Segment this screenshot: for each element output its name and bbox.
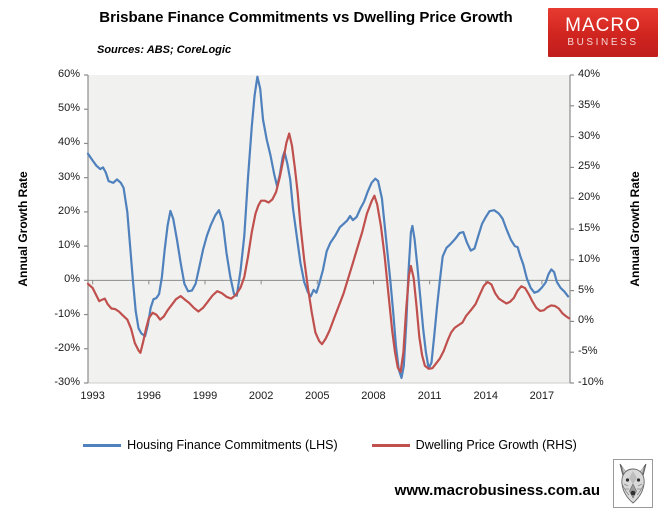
legend: Housing Finance Commitments (LHS) Dwelli… [0, 438, 660, 452]
left-tick-label: -30% [54, 376, 80, 388]
x-tick-label: 2011 [417, 390, 442, 402]
right-tick-label: -10% [578, 376, 604, 388]
x-tick-label: 2002 [248, 390, 274, 402]
right-tick-label: -5% [578, 345, 598, 358]
sources-note: Sources: ABS; CoreLogic [97, 44, 232, 56]
plot-area [84, 74, 574, 384]
x-tick-label: 2008 [361, 390, 386, 402]
right-axis-title: Annual Growth Rate [628, 171, 642, 287]
left-tick-label: -20% [54, 341, 80, 354]
legend-label-housing-finance: Housing Finance Commitments (LHS) [127, 438, 338, 452]
wolf-logo [613, 459, 653, 508]
x-tick-label: 1996 [136, 390, 162, 402]
right-tick-label: 15% [578, 222, 601, 234]
left-tick-label: 30% [57, 170, 80, 183]
left-tick-label: -10% [54, 307, 80, 320]
x-tick-label: 2017 [529, 390, 555, 402]
chart-title: Brisbane Finance Commitments vs Dwelling… [99, 9, 513, 26]
wolf-head-icon [619, 463, 647, 504]
logo-text-business: BUSINESS [567, 37, 639, 48]
site-url: www.macrobusiness.com.au [394, 482, 600, 499]
right-tick-label: 25% [578, 160, 601, 173]
x-tick-label: 1993 [80, 390, 105, 402]
left-axis-title: Annual Growth Rate [16, 171, 30, 287]
right-tick-label: 10% [578, 252, 601, 265]
left-tick-label: 40% [57, 136, 80, 149]
x-tick-label: 1999 [192, 390, 218, 402]
x-tick-label: 2005 [305, 390, 330, 402]
left-tick-label: 0% [64, 273, 80, 286]
plot-background [88, 75, 570, 383]
legend-swatch-blue-line [83, 443, 122, 447]
right-tick-label: 0% [578, 314, 594, 327]
logo-text-macro: MACRO [565, 15, 641, 36]
right-tick-label: 5% [578, 283, 594, 296]
right-tick-label: 30% [578, 129, 601, 142]
legend-item-housing-finance: Housing Finance Commitments (LHS) [83, 438, 338, 452]
right-tick-label: 20% [578, 191, 601, 204]
macrobusiness-logo: MACRO BUSINESS [548, 8, 658, 57]
series-line-housing-finance [86, 75, 570, 379]
right-tick-label: 40% [578, 68, 601, 80]
left-tick-label: 60% [57, 68, 80, 80]
series-line-dwelling-price [86, 132, 571, 373]
left-tick-label: 50% [57, 102, 80, 115]
right-tick-label: 35% [578, 98, 601, 111]
legend-item-dwelling-price: Dwelling Price Growth (RHS) [371, 438, 577, 452]
legend-label-dwelling-price: Dwelling Price Growth (RHS) [415, 438, 577, 452]
left-tick-label: 20% [57, 204, 80, 217]
x-tick-label: 2014 [473, 390, 498, 402]
left-tick-label: 10% [57, 239, 80, 252]
legend-swatch-red-line [371, 443, 410, 447]
